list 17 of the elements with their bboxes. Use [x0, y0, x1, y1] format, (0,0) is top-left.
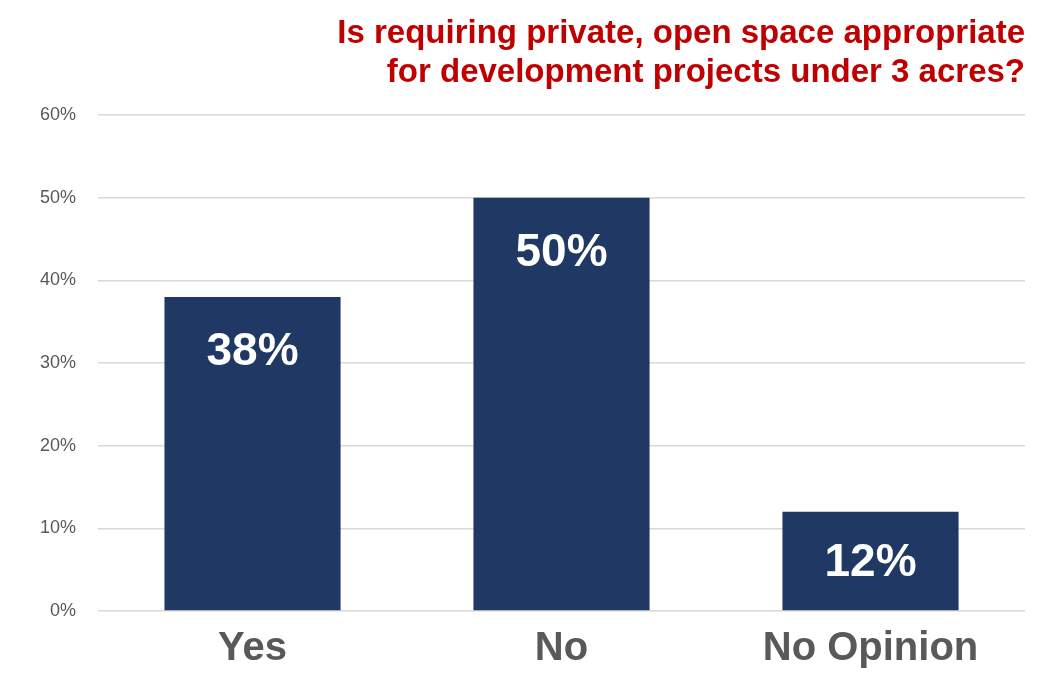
bar: [782, 511, 959, 611]
data-label: 50%: [515, 223, 608, 276]
y-tick-label: 30%: [40, 352, 77, 373]
bar: [473, 197, 650, 611]
data-label: 12%: [824, 533, 917, 586]
x-tick-label: Yes: [218, 624, 288, 669]
x-tick-label: No: [534, 624, 589, 669]
y-tick-label: 60%: [40, 104, 77, 125]
x-tick-label: No Opinion: [762, 624, 979, 669]
y-tick-label: 50%: [40, 186, 77, 207]
chart-title: Is requiring private, open space appropriate for development projects under 3 acres?: [337, 12, 1025, 90]
y-tick-label: 20%: [40, 434, 77, 455]
y-tick-label: 10%: [40, 517, 77, 538]
y-tick-label: 40%: [40, 269, 77, 290]
bar: [164, 296, 341, 611]
y-tick-label: 0%: [50, 599, 77, 620]
data-label: 38%: [206, 322, 299, 375]
